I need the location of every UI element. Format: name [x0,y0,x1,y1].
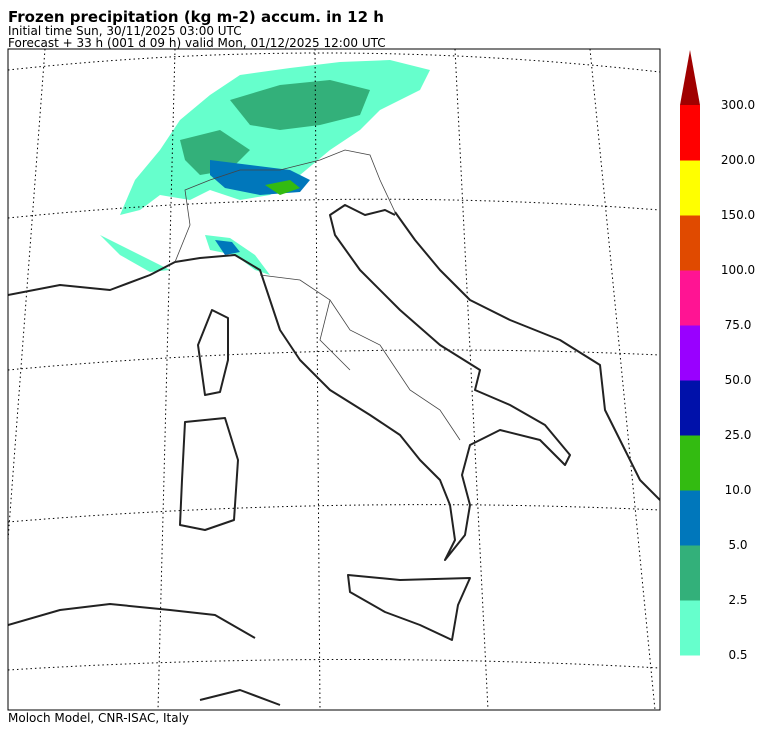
coastlines [8,204,660,706]
colorbar-label: 25.0 [725,428,752,442]
colorbar-label: 100.0 [721,263,755,277]
colorbar-segment [680,160,700,216]
colorbar-label: 0.5 [728,648,747,662]
colorbar-segment [680,435,700,491]
colorbar-segment [680,270,700,326]
footer: Moloch Model, CNR-ISAC, Italy [8,711,189,725]
colorbar-segment [680,215,700,271]
borders [174,149,461,441]
colorbar-label: 150.0 [721,208,755,222]
colorbar-label: 2.5 [728,593,747,607]
map-frame [7,48,661,711]
colorbar-segment [680,490,700,546]
forecast-time: Forecast + 33 h (001 d 09 h) valid Mon, … [8,36,386,50]
graticule [8,49,660,710]
colorbar-label: 200.0 [721,153,755,167]
colorbar-label: 5.0 [728,538,747,552]
colorbar-arrow [680,50,700,105]
colorbar-segment [680,545,700,601]
colorbar-segment [680,325,700,381]
colorbar-label: 75.0 [725,318,752,332]
colorbar-label: 50.0 [725,373,752,387]
map [7,48,661,711]
colorbar-label: 10.0 [725,483,752,497]
colorbar-segment [680,105,700,161]
colorbar-label: 300.0 [721,98,755,112]
colorbar-segment [680,380,700,436]
colorbar-segment [680,600,700,656]
precipitation-field [100,60,430,275]
title: Frozen precipitation (kg m-2) accum. in … [8,8,384,26]
colorbar: 0.5 2.5 5.0 10.0 25.0 50.0 75.0 100.0 150.0 200.0… [680,50,755,662]
initial-time: Initial time Sun, 30/11/2025 03:00 UTC [8,24,242,38]
